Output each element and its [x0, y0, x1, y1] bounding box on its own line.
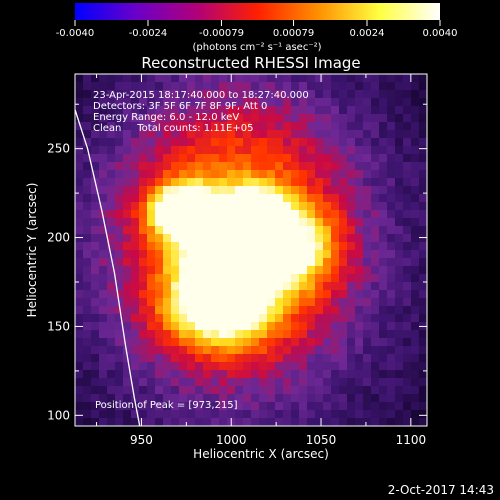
- plot-frame: [74, 73, 428, 427]
- colorbar-tick-label: -0.00079: [199, 28, 244, 39]
- annotation-peak-position: Position of Peak = [973,215]: [95, 400, 238, 411]
- y-axis-label: Heliocentric Y (arcsec): [25, 183, 39, 318]
- annotation-clean-counts: Clean Total counts: 1.11E+05: [93, 123, 253, 134]
- colorbar-tick-label: -0.0040: [56, 28, 95, 39]
- colorbar-tick-label: 0.00079: [273, 28, 314, 39]
- annotation-energy-range: Energy Range: 6.0 - 12.0 keV: [93, 112, 239, 123]
- colorbar-unit-label: (photons cm⁻² s⁻¹ asec⁻²): [192, 42, 321, 53]
- x-tick-label: 1000: [216, 433, 247, 447]
- x-axis-label: Heliocentric X (arcsec): [193, 447, 329, 461]
- footer-date: 2-Oct-2017 14:43: [388, 483, 494, 497]
- solar-limb-curve: [75, 109, 141, 426]
- y-tick-label: 100: [47, 408, 70, 422]
- annotation-detectors: Detectors: 3F 5F 6F 7F 8F 9F, Att 0: [93, 101, 267, 112]
- x-tick-label: 1100: [396, 433, 427, 447]
- colorbar-tick-label: -0.0024: [129, 28, 168, 39]
- annotation-time-range: 23-Apr-2015 18:17:40.000 to 18:27:40.000: [93, 90, 309, 101]
- x-tick-label: 1050: [306, 433, 337, 447]
- colorbar: [75, 3, 440, 20]
- colorbar-ticks: -0.0040 -0.0024 -0.00079 0.00079 0.0024 0.004…: [56, 20, 458, 39]
- y-tick-label: 150: [47, 319, 70, 333]
- colorbar-tick-label: 0.0040: [423, 28, 458, 39]
- y-tick-label: 200: [47, 231, 70, 245]
- heatmap-image: [75, 74, 427, 426]
- colorbar-tick-label: 0.0024: [350, 28, 385, 39]
- x-tick-label: 950: [130, 433, 153, 447]
- axis-ticks: 950 1000 1050 1100 100 150 200 250: [47, 74, 427, 447]
- chart-title: Reconstructed RHESSI Image: [141, 54, 360, 72]
- y-tick-label: 250: [47, 142, 70, 156]
